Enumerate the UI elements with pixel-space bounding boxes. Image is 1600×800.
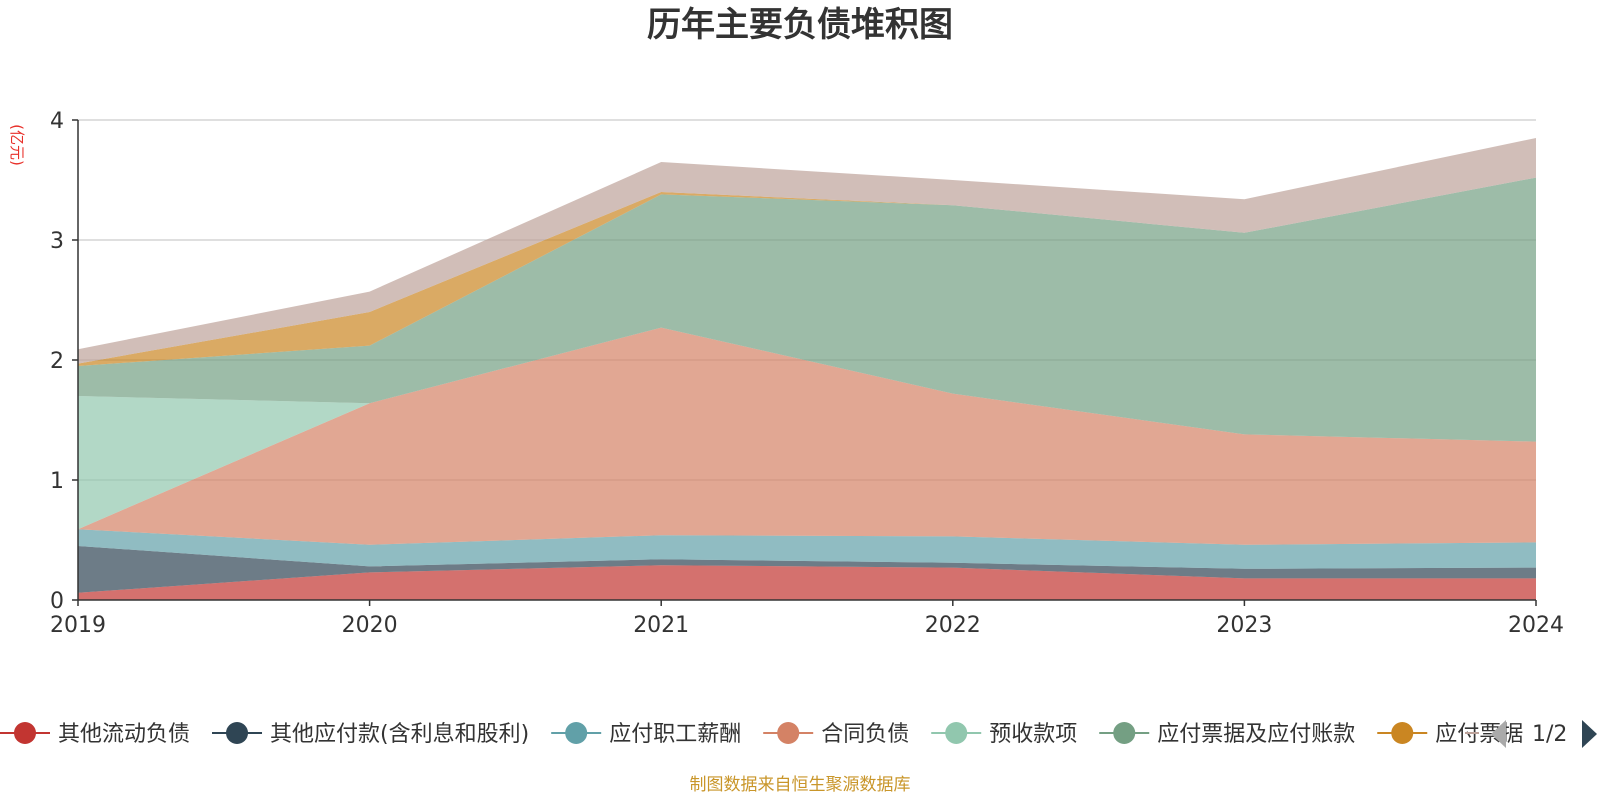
y-axis-unit-label: (亿元): [8, 124, 26, 166]
legend-circle-marker: [226, 722, 249, 744]
legend-item-0[interactable]: 其他流动负债: [0, 722, 190, 747]
legend-circle-marker: [777, 722, 800, 744]
area-series-0[interactable]: [78, 565, 1536, 600]
y-tick-label-4: 4: [50, 109, 64, 134]
legend-item-7[interactable]: [1465, 722, 1515, 744]
legend-label: 应付职工薪酬: [609, 722, 741, 747]
legend-label: 应付票据: [1435, 722, 1523, 747]
legend-item-6[interactable]: 应付票据: [1377, 722, 1523, 747]
y-tick-label-0: 0: [50, 589, 64, 614]
y-tick-label-1: 1: [50, 469, 64, 494]
legend-item-5[interactable]: 应付票据及应付账款: [1099, 722, 1355, 747]
legend-circle-marker: [565, 722, 588, 744]
legend-circle-marker: [1391, 722, 1414, 744]
x-tick-label-2023: 2023: [1216, 613, 1272, 638]
x-tick-label-2022: 2022: [925, 613, 981, 638]
legend-label: 预收款项: [989, 722, 1077, 747]
legend-label: 其他应付款(含利息和股利): [270, 722, 529, 747]
area-series-1[interactable]: [78, 546, 1536, 593]
data-source-note: 制图数据来自恒生聚源数据库: [690, 775, 911, 795]
area-series-5[interactable]: [78, 177, 1536, 442]
legend-item-1[interactable]: 其他应付款(含利息和股利): [212, 722, 529, 747]
legend-item-4[interactable]: 预收款项: [931, 722, 1077, 747]
legend-next-page-icon[interactable]: [1582, 720, 1597, 748]
area-series-6[interactable]: [78, 177, 1536, 366]
x-tick-label-2020: 2020: [342, 613, 398, 638]
x-tick-label-2021: 2021: [633, 613, 689, 638]
area-series-2[interactable]: [78, 529, 1536, 569]
legend-circle-marker: [1113, 722, 1136, 744]
area-series-group[interactable]: [78, 138, 1536, 600]
legend[interactable]: 其他流动负债 其他应付款(含利息和股利) 应付职工薪酬 合同负债 预收款项 应付票据及应付…: [0, 720, 1597, 748]
legend-circle-marker: [14, 722, 36, 744]
legend-prev-page-icon[interactable]: [1491, 720, 1506, 748]
legend-label: 应付票据及应付账款: [1157, 722, 1355, 747]
chart-title: 历年主要负债堆积图: [647, 5, 953, 45]
area-series-7[interactable]: [78, 138, 1536, 364]
axes: 0 1 2 3 4 2019 2020 2021 2022 2023 2024: [50, 109, 1564, 638]
legend-label: 其他流动负债: [58, 722, 190, 747]
x-tick-label-2024: 2024: [1508, 613, 1564, 638]
area-series-3[interactable]: [78, 327, 1536, 545]
y-tick-label-2: 2: [50, 349, 64, 374]
y-tick-label-3: 3: [50, 229, 64, 254]
legend-item-2[interactable]: 应付职工薪酬: [551, 722, 741, 747]
legend-circle-marker: [945, 722, 968, 744]
x-tick-label-2019: 2019: [50, 613, 106, 638]
legend-label: 合同负债: [821, 722, 909, 747]
legend-page-indicator: 1/2: [1532, 722, 1567, 747]
legend-item-3[interactable]: 合同负债: [763, 722, 909, 747]
